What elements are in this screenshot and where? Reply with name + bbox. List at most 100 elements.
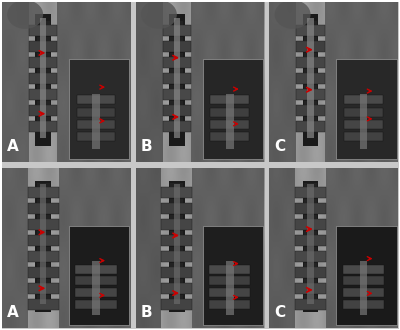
Bar <box>76 277 117 285</box>
Bar <box>37 279 50 283</box>
Bar <box>2 168 28 328</box>
Bar <box>29 57 57 68</box>
Bar <box>92 94 100 148</box>
Bar <box>36 181 51 312</box>
Bar <box>296 89 325 100</box>
Bar <box>210 108 249 117</box>
Text: C: C <box>274 305 286 320</box>
Bar <box>170 37 183 41</box>
Bar <box>37 214 50 219</box>
Bar <box>29 25 57 36</box>
Bar <box>37 117 50 121</box>
Bar <box>192 168 264 328</box>
Bar <box>296 105 325 116</box>
Bar <box>77 95 115 104</box>
Bar <box>170 101 183 105</box>
Bar <box>295 203 326 214</box>
Bar <box>28 219 58 230</box>
Bar <box>170 263 183 267</box>
Bar <box>270 2 296 162</box>
Bar <box>28 203 58 214</box>
Bar <box>360 94 367 148</box>
Bar <box>29 121 57 132</box>
Bar <box>162 267 192 278</box>
Bar <box>170 214 183 219</box>
Bar <box>163 57 191 68</box>
Bar <box>304 199 317 203</box>
Bar <box>326 168 398 328</box>
Bar <box>37 199 50 203</box>
Bar <box>162 219 192 230</box>
Bar <box>170 21 183 25</box>
Bar <box>162 203 192 214</box>
Bar <box>304 295 317 299</box>
Bar <box>174 184 180 304</box>
Bar <box>304 85 317 89</box>
Bar <box>37 231 50 235</box>
Bar <box>37 53 50 57</box>
Bar <box>304 53 317 57</box>
Bar <box>37 69 50 73</box>
Bar <box>296 73 325 84</box>
Bar <box>37 247 50 251</box>
Bar <box>170 199 183 203</box>
Bar <box>40 184 46 304</box>
Bar <box>344 108 383 117</box>
Bar <box>37 101 50 105</box>
Bar <box>295 283 326 294</box>
Bar <box>304 37 317 41</box>
Bar <box>174 18 180 138</box>
Bar <box>304 247 317 251</box>
Bar <box>69 226 129 325</box>
Bar <box>76 265 117 274</box>
Bar <box>162 251 192 262</box>
Bar <box>37 37 50 41</box>
Bar <box>344 132 383 141</box>
Ellipse shape <box>141 0 177 29</box>
Bar <box>296 57 325 68</box>
Bar <box>170 182 183 187</box>
Bar <box>343 277 384 285</box>
Text: B: B <box>141 305 152 320</box>
Bar <box>295 235 326 246</box>
Bar <box>29 105 57 116</box>
Bar <box>162 283 192 294</box>
Bar <box>295 187 326 198</box>
Bar <box>307 18 314 138</box>
Text: A: A <box>7 305 19 320</box>
Bar <box>77 120 115 129</box>
Bar <box>37 182 50 187</box>
Bar <box>162 235 192 246</box>
Bar <box>304 117 317 121</box>
Text: A: A <box>7 139 19 154</box>
Bar <box>136 168 162 328</box>
Bar <box>210 120 249 129</box>
Bar <box>304 231 317 235</box>
Bar <box>226 261 234 315</box>
Bar <box>295 219 326 230</box>
Bar <box>37 295 50 299</box>
Text: B: B <box>141 139 152 154</box>
Text: C: C <box>274 139 286 154</box>
Bar <box>77 108 115 117</box>
Bar <box>169 181 184 312</box>
Bar <box>304 182 317 187</box>
Bar <box>343 288 384 297</box>
Bar <box>295 267 326 278</box>
Bar <box>163 41 191 52</box>
Bar <box>344 120 383 129</box>
Bar <box>28 267 58 278</box>
Bar <box>28 299 58 310</box>
Bar <box>304 214 317 219</box>
Bar <box>325 2 398 162</box>
Bar <box>307 184 314 304</box>
Ellipse shape <box>7 0 43 29</box>
Bar <box>303 181 318 312</box>
Bar <box>169 15 184 146</box>
Bar <box>304 279 317 283</box>
Bar <box>170 247 183 251</box>
Bar <box>36 15 51 146</box>
Bar <box>295 251 326 262</box>
Bar <box>57 2 130 162</box>
Bar <box>344 95 383 104</box>
